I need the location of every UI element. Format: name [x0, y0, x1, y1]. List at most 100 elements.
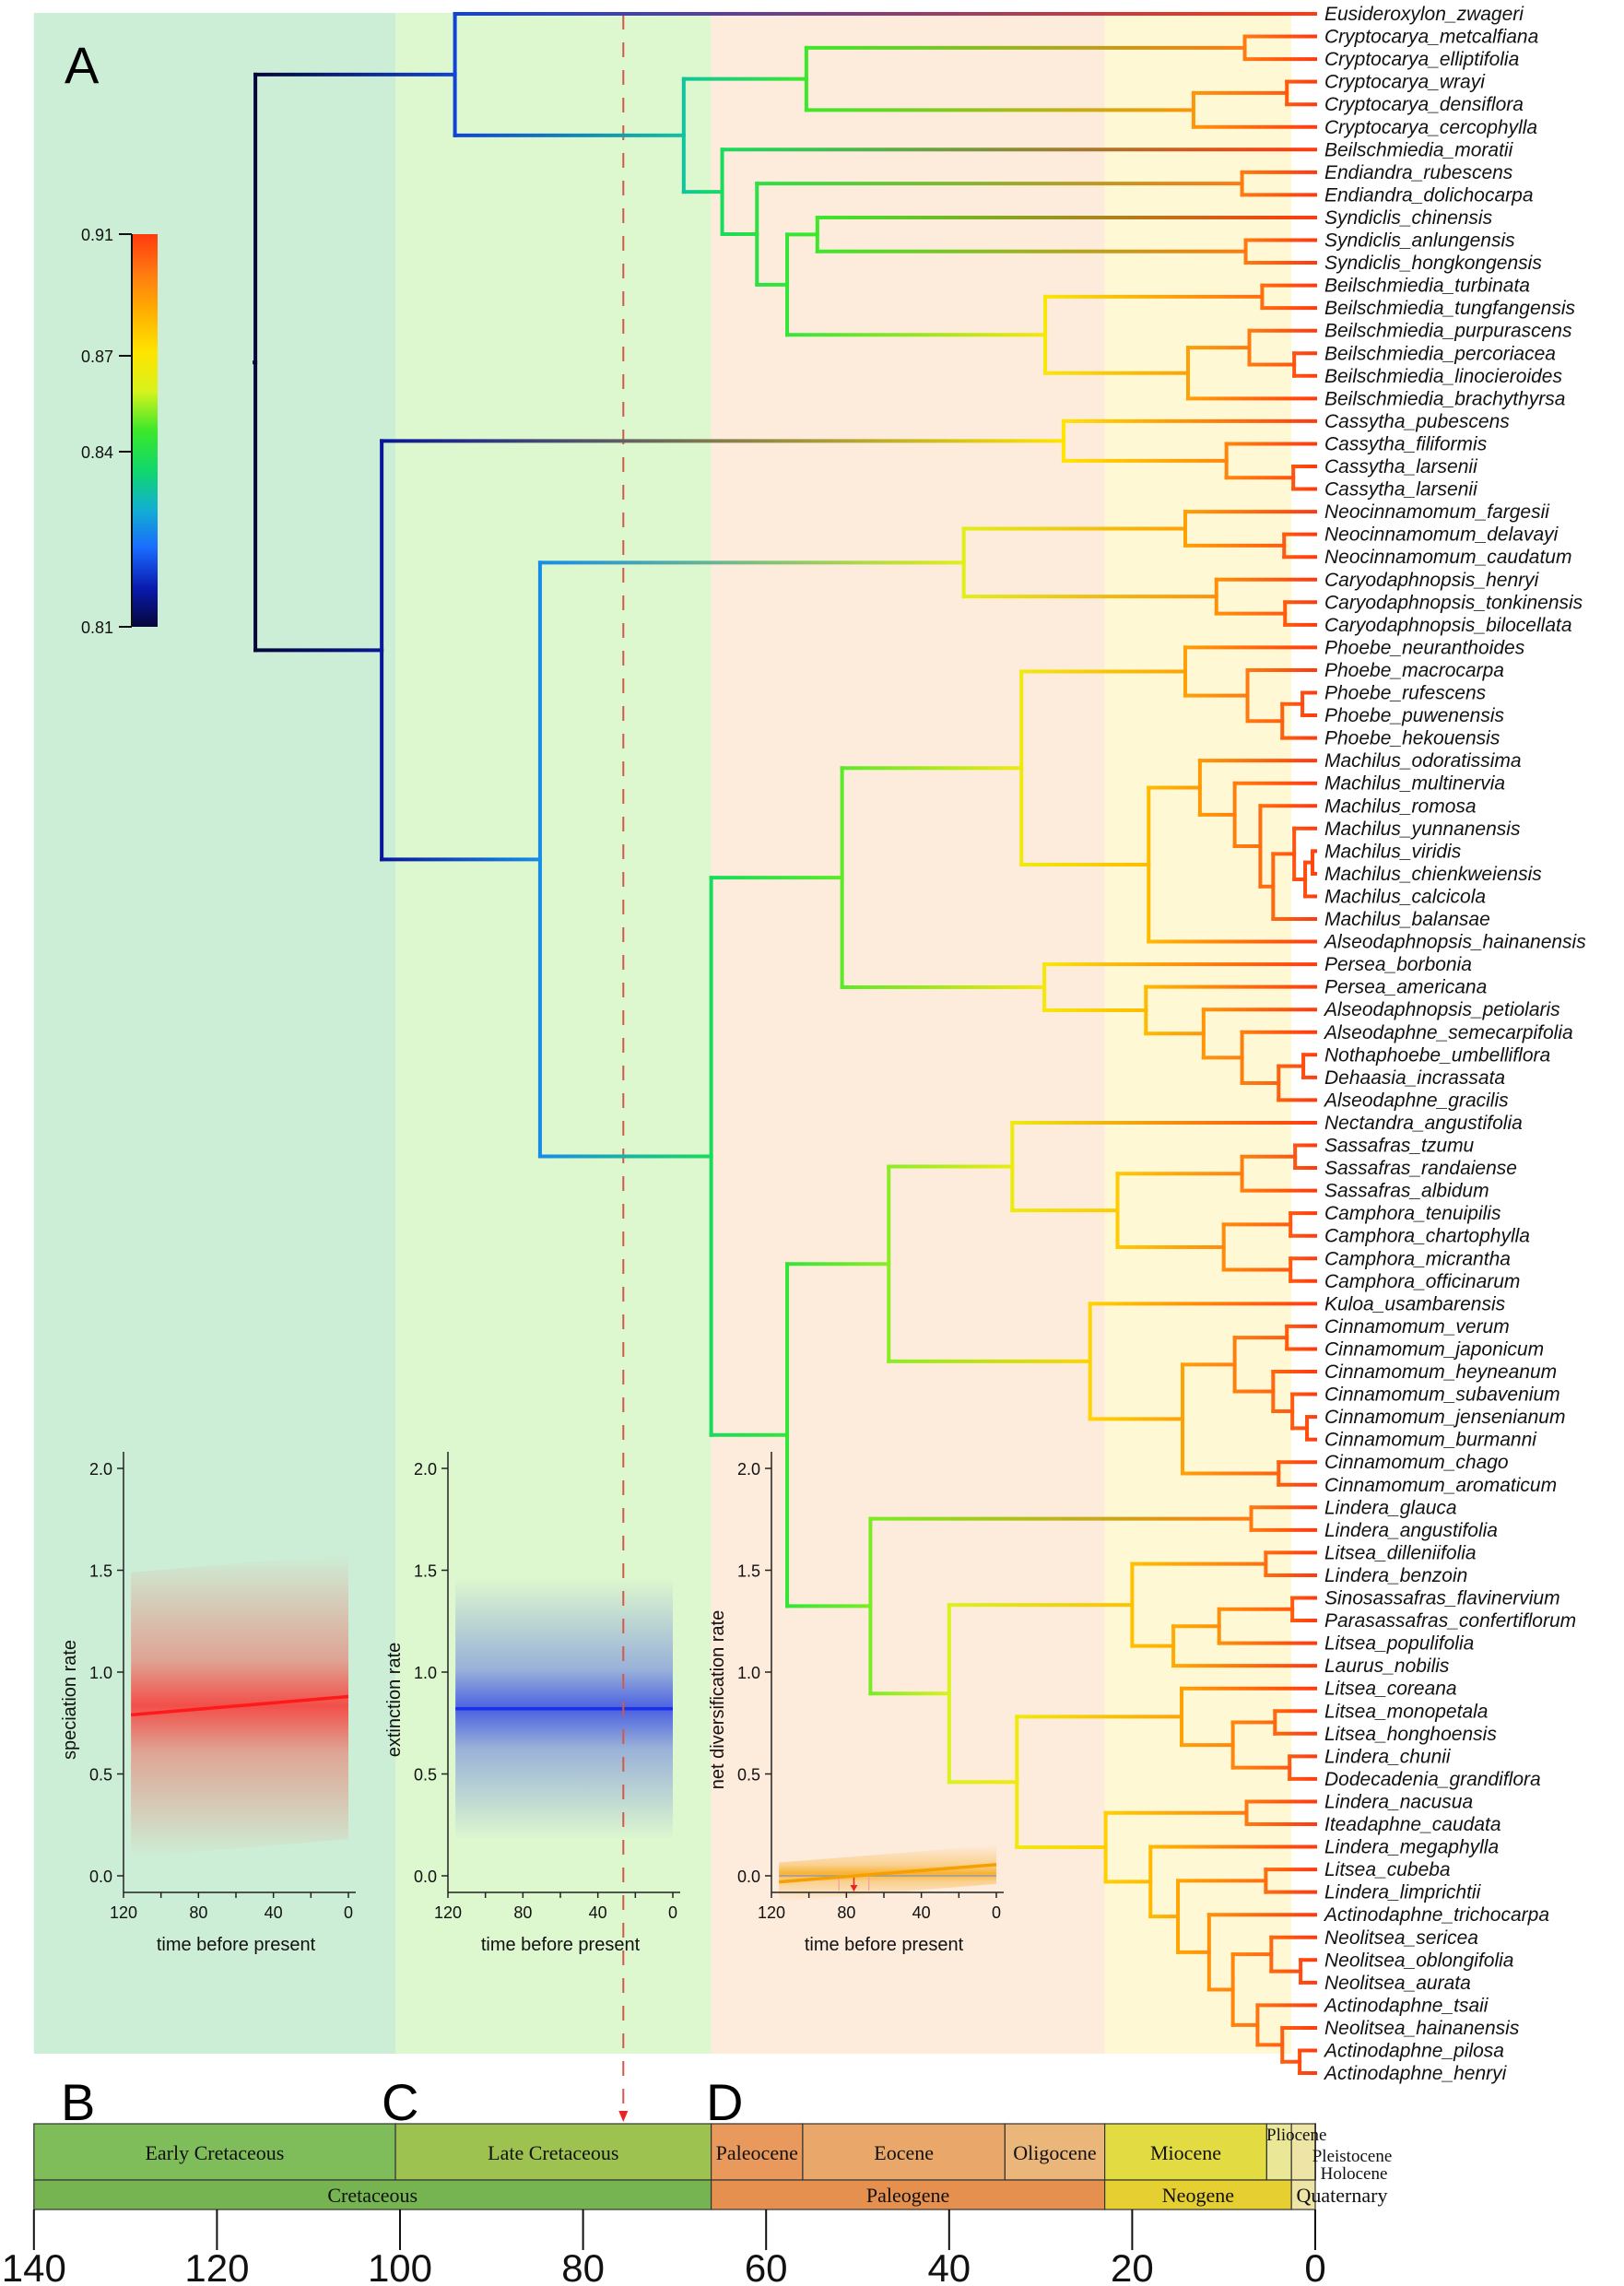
epoch-box	[33, 2123, 396, 2181]
tip-label: Caryodaphnopsis_henryi	[1324, 570, 1540, 591]
color-legend: 0.91 0.87 0.84 0.81	[81, 226, 158, 637]
time-tick-label: 140	[2, 2246, 66, 2286]
epoch-box	[394, 2123, 712, 2181]
tip-label: Camphora_officinarum	[1324, 1271, 1520, 1292]
epoch-label: Holocene	[1321, 2164, 1388, 2184]
tip-label: Cryptocarya_densiflora	[1324, 94, 1524, 115]
x-tick-label: 40	[589, 1903, 607, 1922]
period-label: Paleogene	[866, 2184, 949, 2207]
tip-label: Cassytha_pubescens	[1324, 411, 1510, 432]
tip-label: Machilus_odoratissima	[1324, 750, 1522, 772]
x-axis-title: time before present	[157, 1935, 316, 1955]
tip-label: Phoebe_hekouensis	[1324, 728, 1500, 749]
tip-label: Endiandra_dolichocarpa	[1324, 184, 1534, 206]
period-label: Neogene	[1162, 2184, 1234, 2207]
tip-label: Cryptocarya_wrayi	[1324, 72, 1486, 93]
tip-label: Sinosassafras_flavinervium	[1324, 1588, 1560, 1609]
inset-d: 0.0 0.5 1.0 1.5 2.0 120 80 40 0 time before prese…	[708, 1452, 1004, 1955]
background-band	[711, 13, 1105, 2054]
tip-label: Syndiclis_hongkongensis	[1324, 253, 1542, 274]
tip-label: Litsea_coreana	[1324, 1679, 1457, 1700]
epoch-label: Late Cretaceous	[488, 2141, 618, 2164]
y-tick-label: 0.0	[414, 1868, 437, 1886]
tip-label: Machilus_yunnanensis	[1324, 819, 1521, 840]
tip-label: Cinnamomum_chago	[1324, 1452, 1509, 1473]
tip-label: Neocinnamomum_fargesii	[1324, 501, 1550, 523]
tip-label: Phoebe_macrocarpa	[1324, 660, 1504, 681]
tip-label: Beilschmiedia_linocieroides	[1324, 366, 1562, 387]
x-tick-label: 120	[110, 1903, 137, 1922]
tip-label: Syndiclis_anlungensis	[1324, 230, 1515, 252]
panel-label-d: D	[706, 2073, 743, 2131]
tip-label: Dehaasia_incrassata	[1324, 1067, 1505, 1089]
tip-label: Actinodaphne_henryi	[1323, 2063, 1508, 2084]
tip-label: Alseodaphne_semecarpifolia	[1323, 1022, 1573, 1043]
tip-label: Litsea_monopetala	[1324, 1701, 1488, 1722]
epoch-label: Paleocene	[716, 2141, 798, 2164]
rate-line	[130, 1694, 349, 1717]
legend-tick-label: 0.91	[81, 226, 113, 244]
tip-label: Neocinnamomum_delavayi	[1324, 524, 1559, 546]
tip-label: Caryodaphnopsis_tonkinensis	[1324, 592, 1583, 613]
tip-label: Cassytha_larsenii	[1324, 479, 1478, 501]
epoch-label: Pleistocene	[1312, 2147, 1393, 2166]
y-tick-label: 0.0	[89, 1868, 112, 1886]
y-tick-label: 2.0	[737, 1460, 760, 1479]
tip-label: Cinnamomum_japonicum	[1324, 1338, 1544, 1360]
tip-label: Sassafras_randaiense	[1324, 1158, 1517, 1179]
tip-label: Beilschmiedia_moratii	[1324, 139, 1514, 160]
tip-label: Machilus_calcicola	[1324, 886, 1486, 907]
tip-label: Eusideroxylon_zwageri	[1324, 4, 1524, 25]
epoch-label: Miocene	[1150, 2141, 1221, 2164]
tip-label: Lindera_glauca	[1324, 1497, 1457, 1518]
tip-label: Caryodaphnopsis_bilocellata	[1324, 615, 1572, 636]
legend-tick-label: 0.84	[81, 443, 113, 462]
epoch-label: Pliocene	[1266, 2126, 1326, 2145]
time-tick-label: 20	[1111, 2246, 1154, 2286]
x-tick-label: 40	[912, 1903, 931, 1922]
tip-label: Sassafras_albidum	[1324, 1181, 1489, 1202]
tip-label: Lindera_chunii	[1324, 1746, 1452, 1767]
tip-label: Beilschmiedia_purpurascens	[1324, 321, 1572, 342]
tip-label: Cinnamomum_heyneanum	[1324, 1361, 1557, 1383]
tip-label: Litsea_honghoensis	[1324, 1724, 1497, 1745]
tip-label: Phoebe_rufescens	[1324, 683, 1487, 704]
phylogenetic-tree	[253, 12, 1318, 2076]
tip-label: Parasassafras_confertiflorum	[1324, 1610, 1576, 1632]
tip-label: Cinnamomum_subavenium	[1324, 1385, 1560, 1406]
y-tick-label: 1.5	[414, 1562, 437, 1581]
y-tick-label: 1.5	[89, 1562, 112, 1581]
x-tick-label: 40	[265, 1903, 283, 1922]
tip-label: Neolitsea_sericea	[1324, 1927, 1478, 1949]
x-tick-label: 0	[668, 1903, 677, 1922]
tip-label: Nothaphoebe_umbelliflora	[1324, 1044, 1550, 1066]
tip-label: Machilus_viridis	[1324, 841, 1462, 862]
tip-label: Beilschmiedia_turbinata	[1324, 276, 1530, 297]
x-axis-title: time before present	[805, 1935, 964, 1955]
x-tick-label: 120	[434, 1903, 462, 1922]
color-legend-bar	[132, 234, 158, 627]
tip-label: Alseodaphne_gracilis	[1323, 1090, 1509, 1111]
tip-label: Litsea_dilleniifolia	[1324, 1542, 1477, 1563]
rate-line	[778, 1863, 997, 1884]
tip-labels: Eusideroxylon_zwageriCryptocarya_metcalf…	[1323, 4, 1586, 2084]
y-tick-label: 0.5	[414, 1766, 437, 1785]
inset-c: 0.0 0.5 1.0 1.5 2.0 120 80 40 0 time before prese…	[384, 1452, 680, 1955]
epoch-label: Oligocene	[1013, 2141, 1096, 2164]
tip-label: Cinnamomum_burmanni	[1324, 1430, 1537, 1451]
tip-label: Dodecadenia_grandiflora	[1324, 1769, 1541, 1790]
period-box	[1290, 2179, 1316, 2210]
period-box	[33, 2179, 712, 2210]
tip-label: Persea_borbonia	[1324, 954, 1472, 975]
geologic-timescale: Early Cretaceous Late Cretaceous Paleocene…	[2, 2123, 1393, 2286]
tip-label: Litsea_cubeba	[1324, 1859, 1451, 1880]
epoch-label: Eocene	[874, 2141, 934, 2164]
tip-label: Sassafras_tzumu	[1324, 1136, 1475, 1157]
epoch-box	[802, 2123, 1006, 2181]
time-tick-label: 80	[561, 2246, 605, 2286]
tip-label: Machilus_chienkweiensis	[1324, 864, 1542, 885]
y-tick-label: 0.5	[89, 1766, 112, 1785]
period-label: Quaternary	[1297, 2184, 1388, 2207]
tip-label: Actinodaphne_trichocarpa	[1323, 1904, 1549, 1926]
